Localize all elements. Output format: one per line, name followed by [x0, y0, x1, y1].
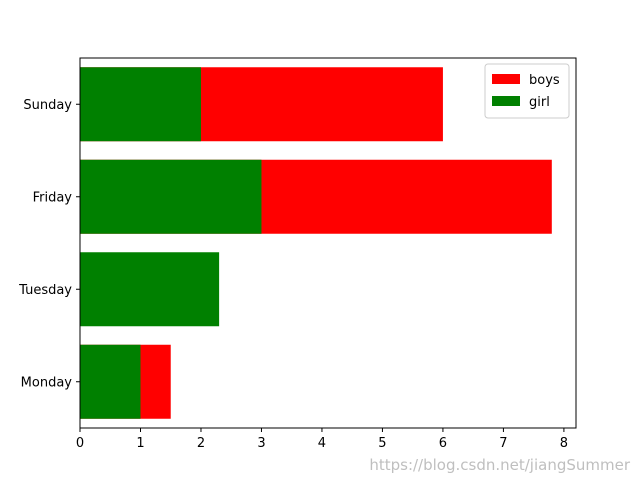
x-tick-label: 4 [318, 436, 326, 451]
x-tick-label: 1 [136, 436, 144, 451]
legend-label-boys: boys [529, 73, 560, 88]
x-tick-label: 0 [76, 436, 84, 451]
legend-label-girl: girl [529, 95, 550, 110]
x-tick-label: 5 [378, 436, 386, 451]
bars-group [80, 67, 552, 419]
watermark: https://blog.csdn.net/jiangSummer [369, 456, 630, 474]
bar-girl-sunday [80, 67, 201, 142]
y-tick-label-sunday: Sunday [23, 98, 72, 113]
x-tick-label: 2 [197, 436, 205, 451]
y-tick-label-friday: Friday [33, 190, 73, 205]
bar-girl-monday [80, 344, 141, 419]
x-axis: 0 1 2 3 4 5 6 7 8 [76, 428, 568, 451]
plot-frame [79, 57, 577, 429]
x-tick-label: 7 [499, 436, 507, 451]
legend: boys girl [484, 63, 570, 119]
y-tick-label-monday: Monday [21, 375, 73, 390]
x-tick-label: 6 [439, 436, 447, 451]
x-tick-label: 3 [257, 436, 265, 451]
legend-swatch-girl [492, 96, 520, 106]
bar-girl-friday [80, 159, 262, 234]
y-tick-label-tuesday: Tuesday [18, 283, 72, 298]
x-tick-label: 8 [560, 436, 568, 451]
y-axis: Monday Tuesday Friday Sunday [18, 98, 80, 390]
legend-swatch-boys [492, 74, 520, 84]
bar-girl-tuesday [80, 252, 220, 327]
